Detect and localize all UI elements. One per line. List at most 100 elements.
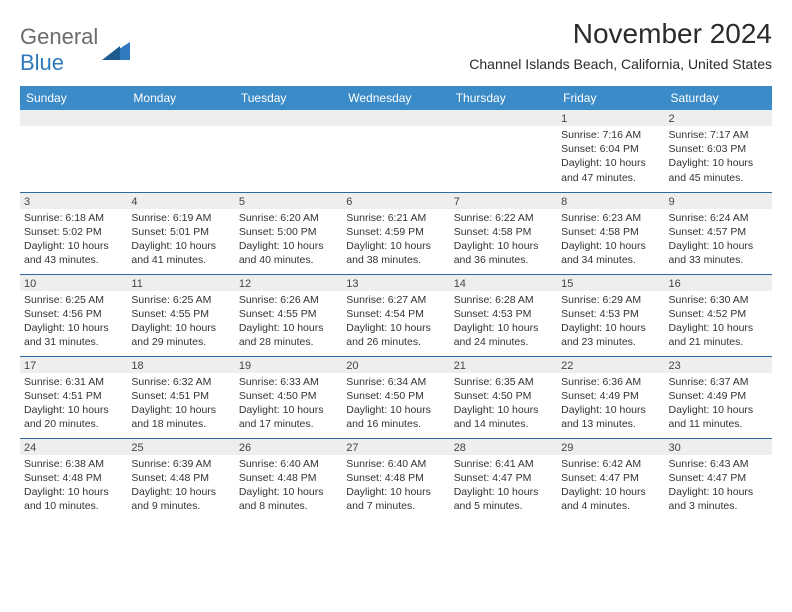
day-number: 3 <box>20 193 127 209</box>
logo-word-1: General <box>20 24 98 49</box>
daylight-text: Daylight: 10 hours and 14 minutes. <box>454 403 553 431</box>
calendar-day-cell <box>342 110 449 192</box>
daylight-text: Daylight: 10 hours and 16 minutes. <box>346 403 445 431</box>
sunset-text: Sunset: 4:47 PM <box>669 471 768 485</box>
calendar-day-cell: 7Sunrise: 6:22 AMSunset: 4:58 PMDaylight… <box>450 192 557 274</box>
day-details: Sunrise: 6:31 AMSunset: 4:51 PMDaylight:… <box>20 373 127 436</box>
sunset-text: Sunset: 4:49 PM <box>561 389 660 403</box>
calendar-day-cell: 28Sunrise: 6:41 AMSunset: 4:47 PMDayligh… <box>450 438 557 520</box>
day-number: 21 <box>450 357 557 373</box>
calendar-day-cell: 13Sunrise: 6:27 AMSunset: 4:54 PMDayligh… <box>342 274 449 356</box>
calendar-week-row: 10Sunrise: 6:25 AMSunset: 4:56 PMDayligh… <box>20 274 772 356</box>
day-header: Monday <box>127 86 234 110</box>
sunset-text: Sunset: 4:50 PM <box>346 389 445 403</box>
day-details: Sunrise: 6:24 AMSunset: 4:57 PMDaylight:… <box>665 209 772 272</box>
logo-text: General Blue <box>20 24 98 76</box>
day-number: 2 <box>665 110 772 126</box>
day-details: Sunrise: 6:40 AMSunset: 4:48 PMDaylight:… <box>342 455 449 518</box>
daylight-text: Daylight: 10 hours and 43 minutes. <box>24 239 123 267</box>
sunrise-text: Sunrise: 6:26 AM <box>239 293 338 307</box>
daylight-text: Daylight: 10 hours and 9 minutes. <box>131 485 230 513</box>
sunset-text: Sunset: 4:48 PM <box>239 471 338 485</box>
sunrise-text: Sunrise: 6:40 AM <box>346 457 445 471</box>
daylight-text: Daylight: 10 hours and 11 minutes. <box>669 403 768 431</box>
sunset-text: Sunset: 4:51 PM <box>131 389 230 403</box>
day-details: Sunrise: 6:39 AMSunset: 4:48 PMDaylight:… <box>127 455 234 518</box>
calendar-day-cell: 21Sunrise: 6:35 AMSunset: 4:50 PMDayligh… <box>450 356 557 438</box>
calendar-header-row: SundayMondayTuesdayWednesdayThursdayFrid… <box>20 86 772 110</box>
sunset-text: Sunset: 4:53 PM <box>561 307 660 321</box>
calendar-day-cell: 6Sunrise: 6:21 AMSunset: 4:59 PMDaylight… <box>342 192 449 274</box>
title-block: November 2024 Channel Islands Beach, Cal… <box>469 18 772 72</box>
sunset-text: Sunset: 4:53 PM <box>454 307 553 321</box>
calendar-day-cell: 19Sunrise: 6:33 AMSunset: 4:50 PMDayligh… <box>235 356 342 438</box>
day-number: 7 <box>450 193 557 209</box>
day-number: 18 <box>127 357 234 373</box>
day-number: 11 <box>127 275 234 291</box>
calendar-day-cell <box>235 110 342 192</box>
day-details <box>20 126 127 132</box>
sunrise-text: Sunrise: 6:25 AM <box>24 293 123 307</box>
sunset-text: Sunset: 4:57 PM <box>669 225 768 239</box>
day-number: 29 <box>557 439 664 455</box>
day-details: Sunrise: 6:28 AMSunset: 4:53 PMDaylight:… <box>450 291 557 354</box>
calendar-day-cell <box>450 110 557 192</box>
calendar-day-cell: 15Sunrise: 6:29 AMSunset: 4:53 PMDayligh… <box>557 274 664 356</box>
calendar-day-cell: 9Sunrise: 6:24 AMSunset: 4:57 PMDaylight… <box>665 192 772 274</box>
sunrise-text: Sunrise: 6:37 AM <box>669 375 768 389</box>
day-number: 26 <box>235 439 342 455</box>
sunrise-text: Sunrise: 6:42 AM <box>561 457 660 471</box>
day-number <box>450 110 557 126</box>
sunrise-text: Sunrise: 6:41 AM <box>454 457 553 471</box>
calendar-day-cell: 5Sunrise: 6:20 AMSunset: 5:00 PMDaylight… <box>235 192 342 274</box>
daylight-text: Daylight: 10 hours and 10 minutes. <box>24 485 123 513</box>
daylight-text: Daylight: 10 hours and 47 minutes. <box>561 156 660 184</box>
sunset-text: Sunset: 4:55 PM <box>239 307 338 321</box>
day-number <box>20 110 127 126</box>
sunrise-text: Sunrise: 6:24 AM <box>669 211 768 225</box>
day-details: Sunrise: 6:40 AMSunset: 4:48 PMDaylight:… <box>235 455 342 518</box>
calendar-day-cell: 11Sunrise: 6:25 AMSunset: 4:55 PMDayligh… <box>127 274 234 356</box>
calendar-day-cell <box>20 110 127 192</box>
daylight-text: Daylight: 10 hours and 41 minutes. <box>131 239 230 267</box>
day-number: 27 <box>342 439 449 455</box>
day-details <box>127 126 234 132</box>
calendar-day-cell: 27Sunrise: 6:40 AMSunset: 4:48 PMDayligh… <box>342 438 449 520</box>
sunrise-text: Sunrise: 6:18 AM <box>24 211 123 225</box>
day-number: 16 <box>665 275 772 291</box>
day-header: Tuesday <box>235 86 342 110</box>
logo-word-2: Blue <box>20 50 64 75</box>
page-title: November 2024 <box>469 18 772 50</box>
day-number: 9 <box>665 193 772 209</box>
day-details <box>235 126 342 132</box>
calendar-day-cell: 8Sunrise: 6:23 AMSunset: 4:58 PMDaylight… <box>557 192 664 274</box>
sunset-text: Sunset: 6:04 PM <box>561 142 660 156</box>
calendar-day-cell: 12Sunrise: 6:26 AMSunset: 4:55 PMDayligh… <box>235 274 342 356</box>
day-details: Sunrise: 7:17 AMSunset: 6:03 PMDaylight:… <box>665 126 772 189</box>
sunset-text: Sunset: 4:48 PM <box>131 471 230 485</box>
daylight-text: Daylight: 10 hours and 18 minutes. <box>131 403 230 431</box>
day-number: 6 <box>342 193 449 209</box>
sunset-text: Sunset: 5:01 PM <box>131 225 230 239</box>
sunrise-text: Sunrise: 6:43 AM <box>669 457 768 471</box>
sunset-text: Sunset: 5:02 PM <box>24 225 123 239</box>
daylight-text: Daylight: 10 hours and 33 minutes. <box>669 239 768 267</box>
sunrise-text: Sunrise: 7:16 AM <box>561 128 660 142</box>
sunrise-text: Sunrise: 6:27 AM <box>346 293 445 307</box>
sunrise-text: Sunrise: 6:22 AM <box>454 211 553 225</box>
day-details: Sunrise: 6:22 AMSunset: 4:58 PMDaylight:… <box>450 209 557 272</box>
calendar-day-cell: 25Sunrise: 6:39 AMSunset: 4:48 PMDayligh… <box>127 438 234 520</box>
day-number: 30 <box>665 439 772 455</box>
day-details: Sunrise: 6:19 AMSunset: 5:01 PMDaylight:… <box>127 209 234 272</box>
day-header: Saturday <box>665 86 772 110</box>
calendar-day-cell: 29Sunrise: 6:42 AMSunset: 4:47 PMDayligh… <box>557 438 664 520</box>
daylight-text: Daylight: 10 hours and 23 minutes. <box>561 321 660 349</box>
sunrise-text: Sunrise: 6:30 AM <box>669 293 768 307</box>
daylight-text: Daylight: 10 hours and 36 minutes. <box>454 239 553 267</box>
daylight-text: Daylight: 10 hours and 7 minutes. <box>346 485 445 513</box>
calendar-day-cell: 18Sunrise: 6:32 AMSunset: 4:51 PMDayligh… <box>127 356 234 438</box>
daylight-text: Daylight: 10 hours and 34 minutes. <box>561 239 660 267</box>
calendar-day-cell: 2Sunrise: 7:17 AMSunset: 6:03 PMDaylight… <box>665 110 772 192</box>
sunset-text: Sunset: 4:47 PM <box>561 471 660 485</box>
day-number: 10 <box>20 275 127 291</box>
